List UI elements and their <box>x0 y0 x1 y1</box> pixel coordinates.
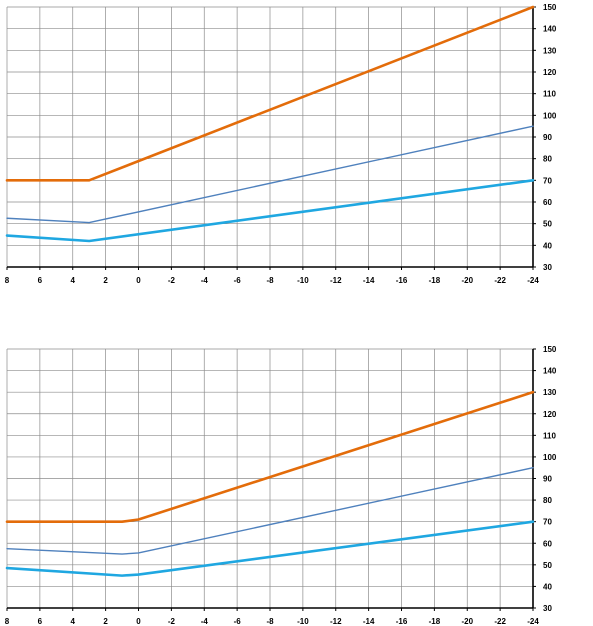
x-tick-label: -22 <box>494 276 506 285</box>
series-line-1 <box>5 390 535 523</box>
x-tick-label: -20 <box>461 617 473 626</box>
x-tick-label: 8 <box>5 617 10 626</box>
y-tick-label: 50 <box>543 220 552 229</box>
x-tick-label: -4 <box>201 617 209 626</box>
y-tick-label: 80 <box>543 155 552 164</box>
y-tick-label: 110 <box>543 90 556 99</box>
y-tick-label: 60 <box>543 539 552 548</box>
x-tick-label: -6 <box>234 276 242 285</box>
y-tick-label: 70 <box>543 518 552 527</box>
y-tick-label: 140 <box>543 367 557 376</box>
y-tick-label: 120 <box>543 410 557 419</box>
x-tick-label: -6 <box>234 617 242 626</box>
x-tick-label: -20 <box>461 276 473 285</box>
x-tick-label: -16 <box>396 276 408 285</box>
y-tick-label: 100 <box>543 111 557 120</box>
y-tick-label: 50 <box>543 561 552 570</box>
y-tick-label: 110 <box>543 431 556 440</box>
y-tick-label: 40 <box>543 582 552 591</box>
y-tick-label: 80 <box>543 496 552 505</box>
y-tick-label: 130 <box>543 388 557 397</box>
x-tick-label: 2 <box>103 617 108 626</box>
chart-bottom: 8 6 4 2 0 -2 -4 -6 -8 -10 -12 -14 -16 -18 -20 -22 -24 30 4… <box>5 345 557 626</box>
x-tick-label: -18 <box>429 276 441 285</box>
x-tick-label: -24 <box>527 276 539 285</box>
x-tick-label: -14 <box>363 617 375 626</box>
x-tick-label: -22 <box>494 617 506 626</box>
y-tick-label: 90 <box>543 133 552 142</box>
x-tick-label: -2 <box>168 617 176 626</box>
y-tick-label: 140 <box>543 25 557 34</box>
x-tick-label: -10 <box>297 276 309 285</box>
x-tick-label: 0 <box>136 276 141 285</box>
x-tick-label: 6 <box>38 276 43 285</box>
x-tick-label: -8 <box>266 276 274 285</box>
y-tick-label: 40 <box>543 241 552 250</box>
x-tick-label: -12 <box>330 276 342 285</box>
series-line-2 <box>6 125 534 224</box>
x-tick-label: 2 <box>103 276 108 285</box>
y-tick-label: 100 <box>543 453 557 462</box>
x-tick-label: -16 <box>396 617 408 626</box>
y-tick-label: 70 <box>543 176 552 185</box>
x-tick-label: -18 <box>429 617 441 626</box>
series-line-2 <box>6 467 534 555</box>
x-tick-label: 0 <box>136 617 141 626</box>
y-tick-label: 130 <box>543 46 557 55</box>
y-tick-label: 150 <box>543 345 557 354</box>
x-tick-label: -4 <box>201 276 209 285</box>
x-tick-label: -8 <box>266 617 274 626</box>
x-tick-label: -12 <box>330 617 342 626</box>
series-line-3 <box>5 520 535 577</box>
y-tick-label: 30 <box>543 263 552 272</box>
x-tick-label: 4 <box>71 276 76 285</box>
y-tick-label: 120 <box>543 68 557 77</box>
y-tick-label: 150 <box>543 3 557 12</box>
x-tick-label: -2 <box>168 276 176 285</box>
x-tick-label: -14 <box>363 276 375 285</box>
x-tick-label: 6 <box>38 617 43 626</box>
grid <box>6 348 534 609</box>
x-tick-label: 8 <box>5 276 10 285</box>
series-line-3 <box>5 179 535 243</box>
x-tick-label: 4 <box>71 617 76 626</box>
y-tick-label: 30 <box>543 604 552 613</box>
grid <box>6 6 534 268</box>
y-tick-label: 60 <box>543 198 552 207</box>
chart-top: 8 6 4 2 0 -2 -4 -6 -8 -10 -12 -14 -16 -18 -20 -22 -24 30 4… <box>5 3 557 285</box>
y-tick-label: 90 <box>543 475 552 484</box>
x-tick-label: -24 <box>527 617 539 626</box>
x-tick-label: -10 <box>297 617 309 626</box>
series-line-1 <box>5 5 535 182</box>
